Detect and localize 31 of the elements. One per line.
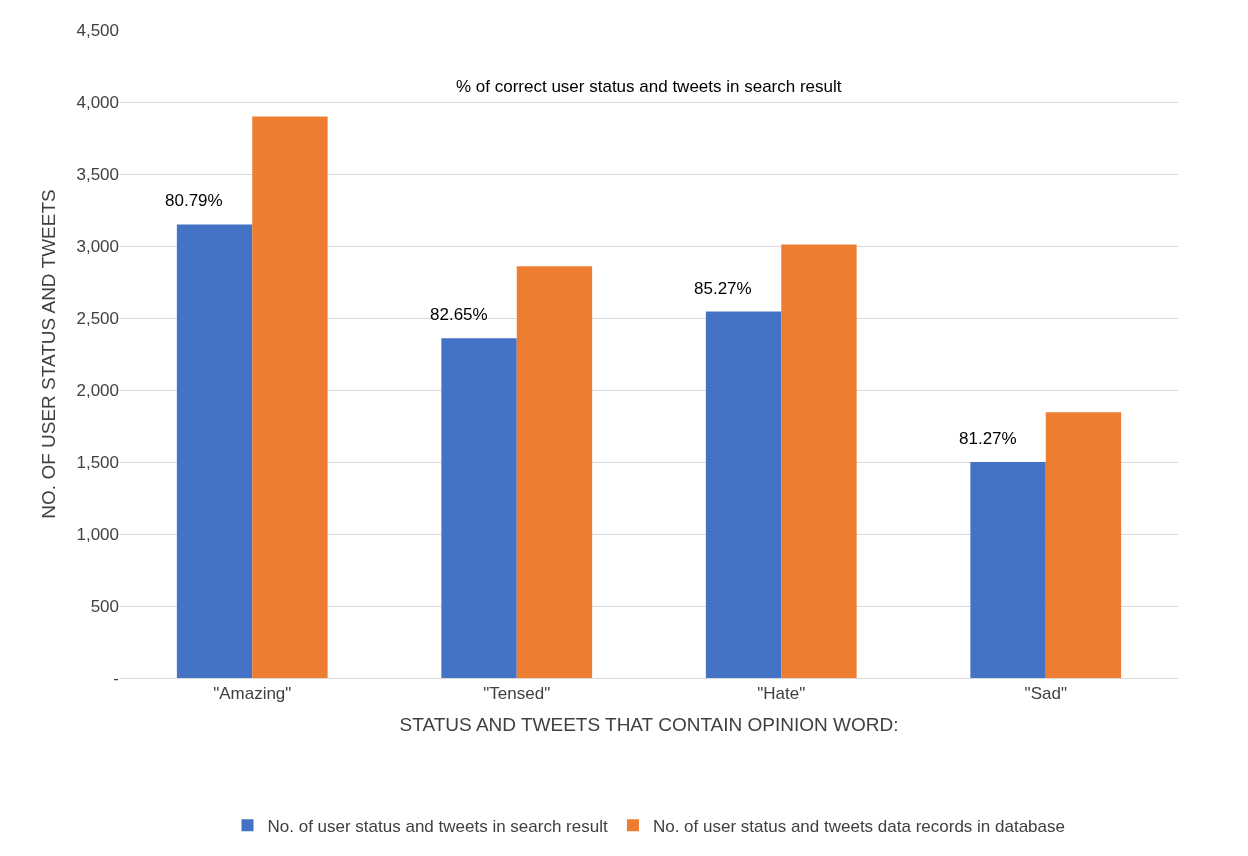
y-tick-label: 2,000 bbox=[76, 380, 119, 400]
x-tick-label: "Hate" bbox=[757, 684, 806, 704]
x-tick-label: "Tensed" bbox=[483, 684, 551, 704]
x-axis-title: STATUS AND TWEETS THAT CONTAIN OPINION WORD: bbox=[399, 714, 899, 736]
annotation: 81.27% bbox=[959, 429, 1017, 448]
annotation: % of correct user status and tweets in search result bbox=[456, 77, 842, 96]
y-tick-label: 4,500 bbox=[76, 20, 119, 40]
bar bbox=[1045, 412, 1122, 678]
y-tick-label: 4,000 bbox=[76, 92, 119, 112]
annotation: 80.79% bbox=[165, 191, 223, 210]
x-tick-label: "Amazing" bbox=[213, 684, 292, 704]
y-tick-label: 1,000 bbox=[76, 524, 119, 544]
bar bbox=[970, 462, 1046, 678]
bar bbox=[516, 266, 593, 678]
y-tick-label: 2,500 bbox=[76, 308, 119, 328]
y-tick-label: 3,500 bbox=[76, 164, 119, 184]
bar bbox=[252, 116, 328, 678]
bar bbox=[176, 224, 253, 678]
annotation: 85.27% bbox=[694, 279, 752, 298]
y-tick-label: 1,500 bbox=[76, 452, 119, 472]
bar bbox=[441, 338, 517, 678]
bar bbox=[705, 311, 782, 678]
legend-label: No. of user status and tweets in search result bbox=[267, 816, 608, 836]
legend-label: No. of user status and tweets data records in database bbox=[652, 816, 1065, 836]
y-tick-label: 500 bbox=[90, 596, 119, 616]
annotation: 82.65% bbox=[430, 305, 488, 324]
y-tick-label: 3,000 bbox=[76, 236, 119, 256]
bar bbox=[781, 244, 857, 678]
y-tick-label: - bbox=[113, 668, 119, 688]
y-axis-title: NO. OF USER STATUS AND TWEETS bbox=[38, 189, 60, 519]
x-tick-label: "Sad" bbox=[1024, 684, 1067, 704]
